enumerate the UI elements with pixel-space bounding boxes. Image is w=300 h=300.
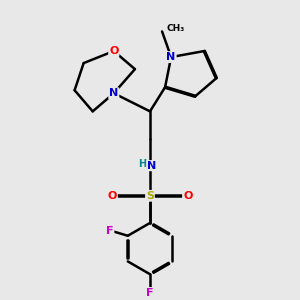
Text: O: O [183,191,192,201]
Text: H: H [138,158,146,169]
Text: N: N [167,52,176,62]
Text: O: O [109,46,119,56]
Text: N: N [109,88,119,98]
Text: CH₃: CH₃ [167,24,185,33]
Text: S: S [146,191,154,201]
Text: F: F [106,226,113,236]
Text: F: F [146,288,154,298]
Text: N: N [147,160,156,171]
Text: O: O [108,191,117,201]
